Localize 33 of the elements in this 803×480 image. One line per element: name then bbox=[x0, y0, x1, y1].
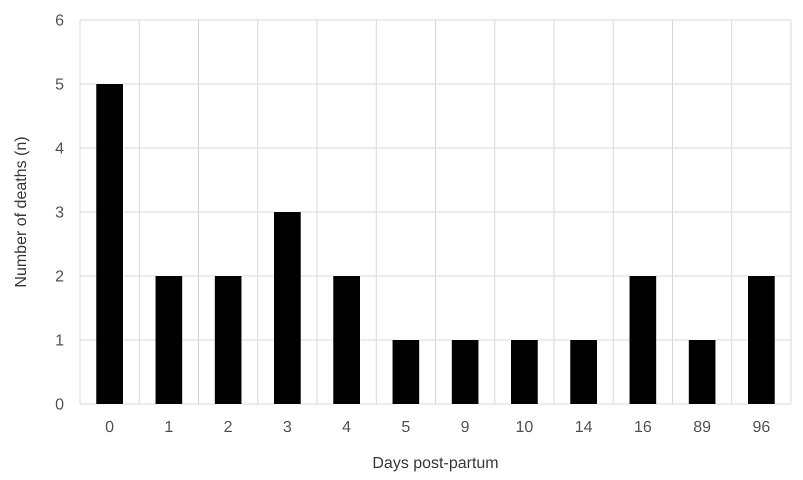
x-tick-label: 3 bbox=[282, 419, 292, 436]
y-tick-label: 5 bbox=[55, 76, 64, 94]
bar bbox=[630, 276, 656, 404]
bar bbox=[511, 340, 538, 404]
bar bbox=[96, 84, 123, 404]
x-tick-label: 9 bbox=[460, 419, 470, 436]
y-tick-label: 1 bbox=[55, 332, 64, 350]
bar bbox=[333, 276, 360, 404]
y-tick-label: 3 bbox=[55, 204, 64, 222]
x-axis-title: Days post-partum bbox=[372, 455, 499, 472]
y-tick-label: 2 bbox=[55, 268, 64, 286]
x-tick-label: 89 bbox=[693, 419, 712, 436]
y-axis-title: Number of deaths (n) bbox=[13, 136, 30, 288]
x-tick-label: 96 bbox=[752, 419, 770, 436]
x-tick-label: 1 bbox=[164, 419, 174, 436]
bar bbox=[748, 276, 775, 404]
x-tick-label: 14 bbox=[574, 419, 593, 436]
x-tick-label: 16 bbox=[634, 419, 652, 436]
bar bbox=[156, 276, 182, 404]
bar bbox=[274, 212, 301, 404]
y-tick-label: 0 bbox=[55, 396, 64, 414]
x-tick-label: 5 bbox=[401, 419, 410, 436]
x-tick-label: 10 bbox=[515, 419, 534, 436]
bar bbox=[570, 340, 597, 404]
bar bbox=[688, 340, 716, 404]
x-tick-label: 0 bbox=[105, 419, 114, 436]
x-tick-label: 4 bbox=[342, 419, 352, 436]
bar bbox=[392, 340, 420, 404]
y-tick-label: 4 bbox=[55, 140, 64, 158]
bar bbox=[214, 276, 242, 404]
y-tick-label: 6 bbox=[55, 12, 64, 30]
x-tick-label: 2 bbox=[224, 419, 233, 436]
bar bbox=[452, 340, 478, 404]
